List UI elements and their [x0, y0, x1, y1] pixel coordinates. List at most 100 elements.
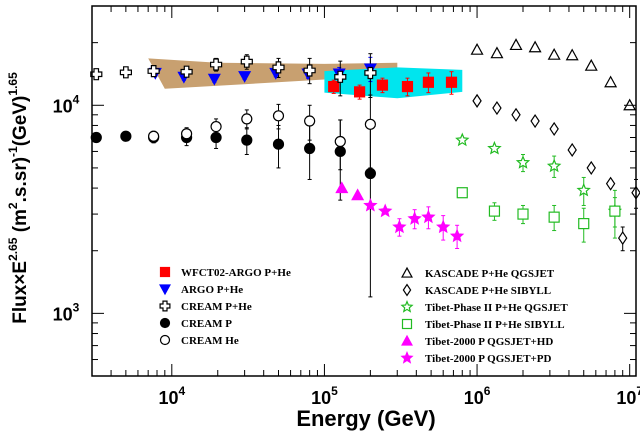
x-tick-label: 106 [464, 384, 491, 408]
kascade-p-he-sibyll-point [530, 113, 540, 129]
cream-p-he-point [147, 64, 160, 78]
legend-label-right: KASCADE P+He QGSJET [425, 268, 555, 280]
kascade-p-he-qgsjet-point [604, 75, 618, 88]
legend-label-left: CREAM P+He [181, 301, 252, 313]
tibet-phase-ii-p-he-qgsjet-point [487, 140, 502, 155]
y-axis-label-part-1: Flux×E [10, 261, 31, 324]
tibet-2000-p-qgsjet-pd-point [392, 219, 407, 234]
cream-p-point [364, 167, 376, 180]
legend-item-cream-p-he: CREAM P+He [159, 300, 252, 313]
tibet-2000-p-qgsjet-pd-point [407, 211, 422, 225]
tibet-phase-ii-p-he-sibyll-point [609, 205, 621, 217]
legend-label-left: WFCT02-ARGO P+He [181, 267, 291, 279]
wfct02-argo-p-he-point [401, 80, 414, 93]
legend-item-kascade-p-he-sibyll: KASCADE P+He SIBYLL [402, 283, 551, 297]
kascade-p-he-qgsjet-point [509, 38, 523, 51]
y-axis-label: Flux×E2.65 (m2.s.sr)-1(GeV)1.65 [6, 72, 31, 324]
cream-he-point [148, 130, 160, 142]
tibet-2000-p-qgsjet-pd-point [421, 209, 436, 224]
tibet-2000-p-qgsjet-hd-point [335, 181, 349, 194]
tibet-phase-ii-p-he-qgsjet-point [515, 155, 531, 169]
y-axis-label-sup-4: 1.65 [6, 72, 20, 96]
cream-p-he-point [334, 70, 347, 83]
wfct02-argo-p-he-point [445, 76, 458, 88]
bands-layer [148, 58, 463, 99]
kascade-p-he-qgsjet-point [470, 42, 484, 55]
legend-label-left: CREAM P [181, 318, 232, 330]
tibet-phase-ii-p-he-qgsjet-point [455, 132, 470, 147]
cream-he-point [180, 128, 193, 140]
legend-marker-cream-he [159, 334, 171, 346]
kascade-p-he-sibyll-point [617, 231, 628, 246]
legend-label-left: CREAM He [181, 335, 239, 347]
cream-p-point [272, 138, 285, 150]
legend-item-cream-he: CREAM He [159, 334, 239, 347]
legend-item-argo-p-he: ARGO P+He [159, 284, 243, 296]
tibet-phase-ii-p-he-sibyll-point [548, 211, 560, 223]
cream-he-point [241, 113, 253, 125]
legend-label-right: KASCADE P+He SIBYLL [425, 285, 551, 297]
tibet-phase-ii-p-he-sibyll-point [456, 187, 468, 199]
kascade-p-he-sibyll-point [472, 93, 482, 108]
tibet-2000-p-qgsjet-hd-point [351, 188, 365, 201]
legend-label-right: Tibet-2000 P QGSJET+HD [425, 336, 553, 348]
legend-marker-argo-p-he [159, 284, 171, 296]
cream-p-he-point [272, 61, 285, 74]
tick-labels-layer: 104 105 106 107 103 104 [53, 92, 640, 408]
kascade-p-he-sibyll-point [549, 121, 559, 136]
legend-marker-tibet-2000-p-qgsjet-pd [400, 351, 414, 364]
cream-he-point [304, 115, 316, 127]
cream-he-point [364, 118, 376, 130]
tibet-2000-p-qgsjet-pd-point [449, 228, 465, 243]
tibet-2000-p-qgsjet-pd-point [436, 219, 451, 234]
svg-text:Flux×E2.65 (m2.s.sr)-1(GeV)1.6: Flux×E2.65 (m2.s.sr)-1(GeV)1.65 [6, 72, 31, 324]
y-tick-label: 103 [53, 300, 80, 324]
cream-p-he-point [180, 65, 193, 78]
wfct02-argo-p-he-point [354, 86, 366, 98]
argo-p-he-point [207, 73, 221, 86]
kascade-p-he-qgsjet-point [547, 47, 561, 60]
wfct02-argo-p-he-point [422, 76, 435, 88]
kascade-p-he-qgsjet-point [565, 48, 579, 61]
legend-marker-tibet-phase-ii-p-he-qgsjet [400, 300, 414, 313]
cream-p-point [210, 131, 222, 144]
legend-item-tibet-phase-ii-p-he-sibyll: Tibet-Phase II P+He SIBYLL [401, 318, 565, 331]
legend-marker-tibet-phase-ii-p-he-sibyll [401, 318, 413, 330]
tibet-phase-ii-p-he-sibyll-point [517, 208, 529, 220]
y-axis-label-sup-3: -1 [6, 146, 20, 157]
markers-layer [90, 38, 640, 246]
kascade-p-he-sibyll-point [492, 100, 502, 116]
y-axis-label-sup-2: 2 [6, 202, 20, 209]
tibet-2000-p-qgsjet-pd-point [363, 197, 378, 212]
kascade-p-he-sibyll-point [605, 176, 616, 191]
y-tick-label: 104 [53, 92, 80, 116]
y-axis-label-part-4: (GeV) [10, 96, 31, 147]
legend-item-tibet-2000-p-qgsjet-hd: Tibet-2000 P QGSJET+HD [401, 334, 553, 348]
legend-marker-wfct02-argo-p-he [159, 266, 171, 278]
legend-item-cream-p: CREAM P [159, 317, 232, 330]
cream-p-point [120, 130, 132, 142]
legend-item-tibet-2000-p-qgsjet-pd: Tibet-2000 P QGSJET+PD [400, 351, 552, 365]
tibet-2000-p-qgsjet-pd-point [378, 203, 393, 218]
legend-marker-tibet-2000-p-qgsjet-hd [401, 334, 413, 346]
legend-marker-kascade-p-he-qgsjet [401, 266, 413, 278]
kascade-p-he-qgsjet-point [584, 58, 598, 71]
y-axis-label-part-3: .s.sr) [10, 157, 31, 202]
x-axis-label: Energy (GeV) [296, 406, 435, 431]
tibet-phase-ii-p-he-qgsjet-point [546, 158, 562, 173]
y-axis-label-sup-1: 2.65 [6, 237, 20, 261]
legend-item-kascade-p-he-qgsjet: KASCADE P+He QGSJET [401, 266, 555, 280]
legend-label-right: Tibet-2000 P QGSJET+PD [425, 353, 552, 365]
wfct02-argo-p-he-point [376, 79, 389, 91]
cream-p-he-point [303, 64, 316, 77]
cream-p-point [304, 142, 316, 155]
legend-label-right: Tibet-Phase II P+He SIBYLL [425, 319, 565, 331]
cream-p-point [334, 145, 346, 158]
legend: WFCT02-ARGO P+He ARGO P+He CREAM P+He CREAM… [159, 266, 568, 365]
kascade-p-he-qgsjet-point [490, 46, 504, 59]
legend-marker-cream-p-he [159, 300, 171, 312]
y-axis-label-part-2: (m [10, 209, 31, 238]
cream-p-he-point [210, 58, 223, 71]
tibet-phase-ii-p-he-sibyll-point [488, 205, 501, 217]
